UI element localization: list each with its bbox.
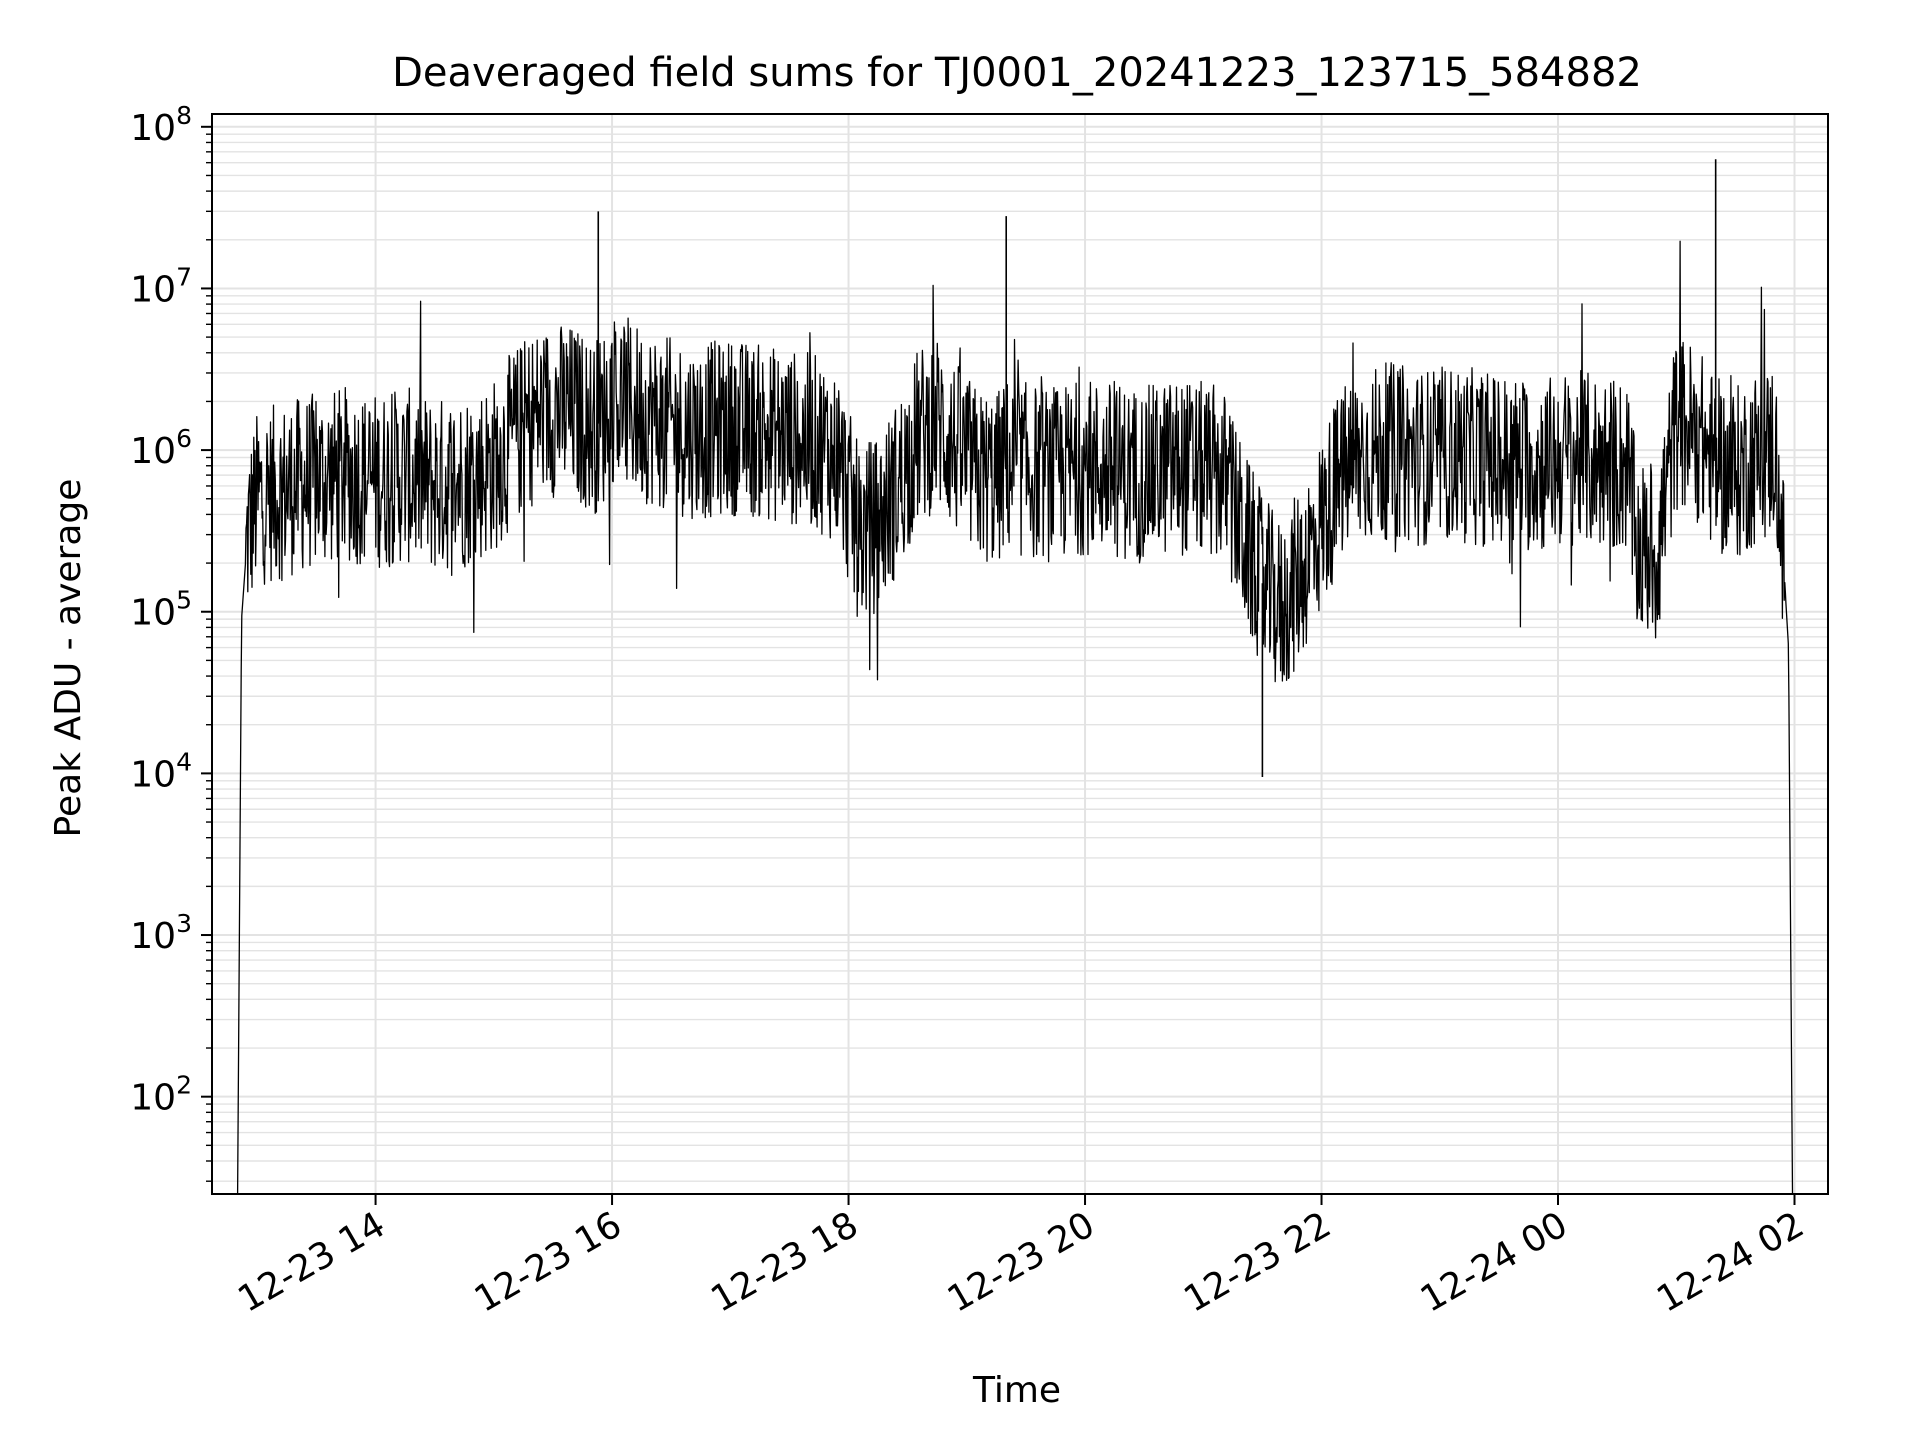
y-tick-label: 104 — [130, 747, 192, 795]
chart-title: Deaveraged field sums for TJ0001_2024122… — [392, 50, 1642, 96]
y-tick-label: 103 — [130, 909, 192, 957]
y-tick-label: 102 — [130, 1071, 192, 1119]
y-axis-label: Peak ADU - average — [48, 479, 89, 838]
series-line — [236, 240, 1794, 1195]
axes-frame — [211, 113, 1829, 1195]
plot-layer — [236, 159, 1794, 1195]
y-tick-label: 105 — [130, 586, 192, 634]
y-tick-label: 106 — [130, 424, 192, 472]
x-axis-label: Time — [972, 1370, 1061, 1411]
y-tick-label: 108 — [130, 101, 192, 149]
y-tick-label: 107 — [130, 262, 192, 310]
